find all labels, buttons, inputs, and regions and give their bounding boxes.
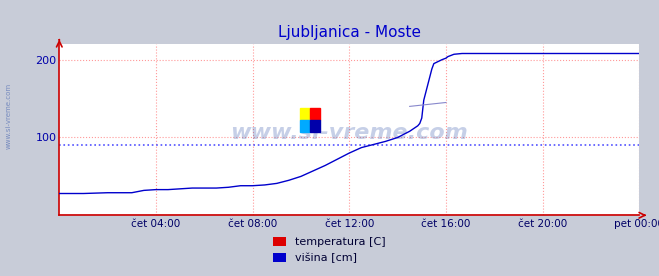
Bar — [310, 108, 320, 120]
Bar — [300, 120, 310, 132]
Title: Ljubljanica - Moste: Ljubljanica - Moste — [278, 25, 420, 40]
Text: www.si-vreme.com: www.si-vreme.com — [5, 83, 12, 149]
Legend: temperatura [C], višina [cm]: temperatura [C], višina [cm] — [269, 232, 390, 268]
Bar — [300, 108, 310, 120]
Text: www.si-vreme.com: www.si-vreme.com — [231, 123, 468, 143]
Bar — [310, 120, 320, 132]
